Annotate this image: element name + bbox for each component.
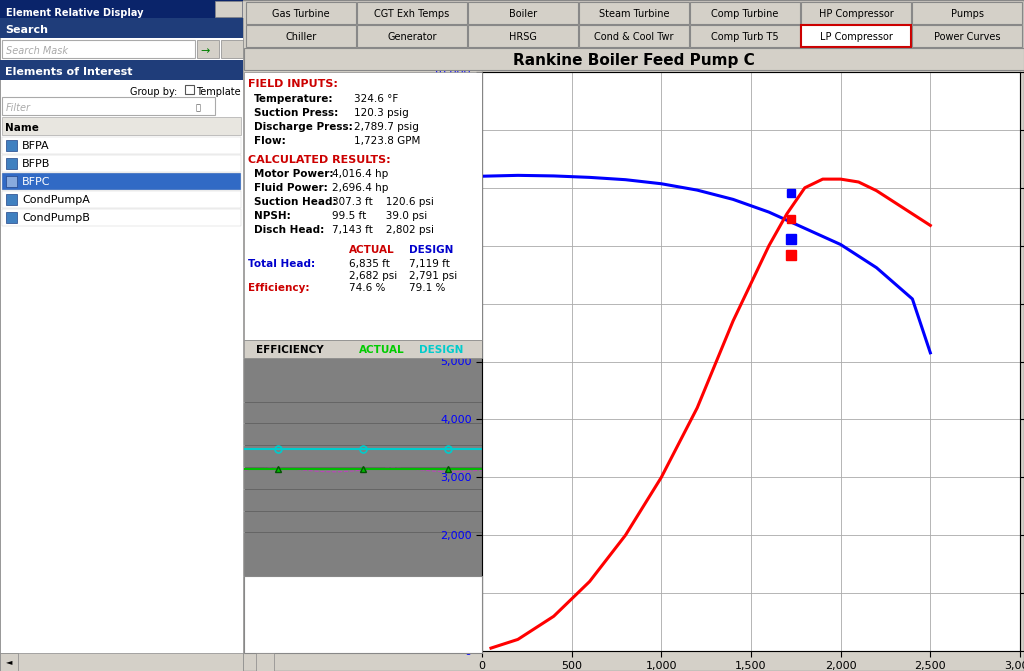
Text: Template: Template [196, 87, 241, 97]
Text: ACTUAL: ACTUAL [349, 245, 394, 255]
Text: 6,835 ft: 6,835 ft [349, 259, 390, 269]
Text: 2,791 psi: 2,791 psi [409, 271, 458, 281]
Text: Chiller: Chiller [286, 32, 316, 42]
Text: Comp Turb T5: Comp Turb T5 [712, 32, 779, 42]
Text: NPSH:: NPSH: [254, 211, 291, 221]
Text: →: → [201, 46, 210, 56]
Text: Elements of Interest: Elements of Interest [5, 67, 132, 77]
Text: LOW LIMIT - DEFAULT VALUE SUBSTITUTED: LOW LIMIT - DEFAULT VALUE SUBSTITUTED [254, 613, 431, 623]
Text: 1,723.8 GPM: 1,723.8 GPM [354, 136, 421, 146]
Text: HIGH LIMIT - DEFAULT VALUE SUBSTITUTED: HIGH LIMIT - DEFAULT VALUE SUBSTITUTED [254, 623, 434, 632]
Text: Generator: Generator [387, 32, 437, 42]
Text: DESIGN: DESIGN [409, 245, 454, 255]
Text: Temperature:: Temperature: [254, 94, 334, 104]
Text: Search Mask: Search Mask [6, 46, 68, 56]
Text: UNIT OFFLINE: UNIT OFFLINE [254, 641, 311, 650]
Text: Element Relative Display: Element Relative Display [6, 8, 143, 18]
Text: Discharge Press:: Discharge Press: [254, 122, 352, 132]
Text: Rankine Boiler Feed Pump C: Rankine Boiler Feed Pump C [513, 52, 755, 68]
Text: BAD INPUT - DEFAULT VALUE SUBSTITUTED: BAD INPUT - DEFAULT VALUE SUBSTITUTED [254, 632, 433, 641]
Text: CGT Exh Temps: CGT Exh Temps [375, 9, 450, 19]
Text: ◄: ◄ [6, 658, 12, 666]
Text: Efficiency:: Efficiency: [248, 283, 309, 293]
Text: HP Compressor: HP Compressor [818, 9, 893, 19]
Text: Gas Turbine: Gas Turbine [272, 9, 330, 19]
Text: Boiler: Boiler [509, 9, 537, 19]
Text: BFPB: BFPB [22, 159, 50, 169]
Text: Name: Name [5, 123, 39, 133]
Text: 99.5 ft      39.0 psi: 99.5 ft 39.0 psi [332, 211, 427, 221]
Text: FIELD INPUTS:: FIELD INPUTS: [248, 79, 338, 89]
Text: BFPC: BFPC [22, 177, 50, 187]
Text: DESIGN: DESIGN [419, 345, 464, 355]
Text: 2,696.4 hp: 2,696.4 hp [332, 183, 388, 193]
Text: BFPA: BFPA [22, 141, 49, 151]
Text: 74.6 %: 74.6 % [349, 283, 385, 293]
Text: Suction Press:: Suction Press: [254, 108, 338, 118]
Text: 4,016.4 hp: 4,016.4 hp [332, 169, 388, 179]
Text: Motor Power:: Motor Power: [254, 169, 334, 179]
Text: HRSG: HRSG [509, 32, 537, 42]
Text: Disch Head:: Disch Head: [254, 225, 325, 235]
Text: 2,682 psi: 2,682 psi [349, 271, 397, 281]
Text: Cond & Cool Twr: Cond & Cool Twr [594, 32, 674, 42]
Text: HIGH ALARM - INPUT VALUE USED: HIGH ALARM - INPUT VALUE USED [254, 604, 395, 613]
Text: LOW ALARM - INPUT VALUE USED: LOW ALARM - INPUT VALUE USED [254, 595, 393, 604]
Text: 307.3 ft    120.6 psi: 307.3 ft 120.6 psi [332, 197, 434, 207]
Text: 🔍: 🔍 [196, 103, 201, 113]
Text: Search: Search [5, 25, 48, 35]
Text: 2,789.7 psig: 2,789.7 psig [354, 122, 419, 132]
Text: Suction Head:: Suction Head: [254, 197, 337, 207]
Text: 324.6 °F: 324.6 °F [354, 94, 398, 104]
Text: EFFICIENCY: EFFICIENCY [256, 345, 324, 355]
Text: Group by:: Group by: [130, 87, 177, 97]
Text: ACTUAL: ACTUAL [359, 345, 404, 355]
Text: Ft: Ft [444, 55, 457, 65]
Text: CALCULATED RESULTS:: CALCULATED RESULTS: [248, 155, 390, 165]
Text: 120.3 psig: 120.3 psig [354, 108, 409, 118]
Text: ─ SOURCE DATA COLOR KEY:─: ─ SOURCE DATA COLOR KEY:─ [251, 577, 398, 586]
Text: Pumps: Pumps [950, 9, 983, 19]
Text: LP Compressor: LP Compressor [819, 32, 893, 42]
Text: 7,143 ft    2,802 psi: 7,143 ft 2,802 psi [332, 225, 434, 235]
Text: GOOD DATA - INPUT VALUE USED: GOOD DATA - INPUT VALUE USED [254, 585, 392, 595]
Text: Fluid Power:: Fluid Power: [254, 183, 328, 193]
Text: Comp Turbine: Comp Turbine [712, 9, 778, 19]
Text: Filter: Filter [6, 103, 31, 113]
Text: CondPumpA: CondPumpA [22, 195, 90, 205]
Text: 7,119 ft: 7,119 ft [409, 259, 450, 269]
Text: Steam Turbine: Steam Turbine [599, 9, 670, 19]
Text: %: % [461, 55, 472, 65]
Text: 79.1 %: 79.1 % [409, 283, 445, 293]
Text: CondPumpB: CondPumpB [22, 213, 90, 223]
Text: Power Curves: Power Curves [934, 32, 1000, 42]
Text: Flow:: Flow: [254, 136, 286, 146]
Text: Total Head:: Total Head: [248, 259, 315, 269]
